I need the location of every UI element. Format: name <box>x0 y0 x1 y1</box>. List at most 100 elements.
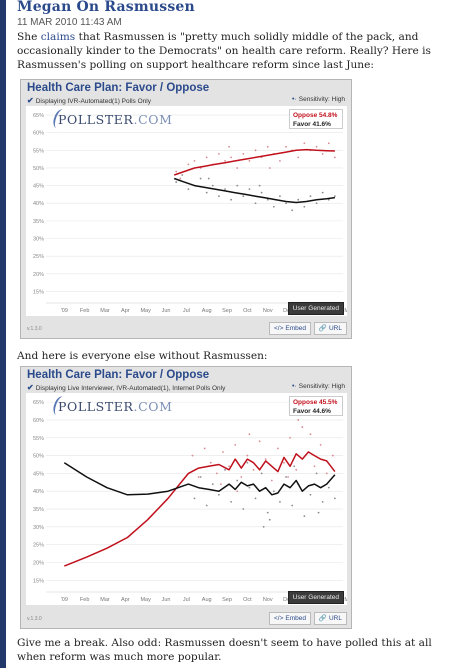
oppose-poll-point <box>230 156 233 159</box>
x-tick-label: May <box>140 308 151 314</box>
version-label: v.1.3.0 <box>27 616 42 622</box>
legend-favor: Favor 44.6% <box>293 408 331 415</box>
oppose-poll-point <box>268 167 271 169</box>
favor-poll-point <box>333 497 336 500</box>
oppose-poll-point <box>297 156 300 159</box>
x-tick-label: Sep <box>222 308 232 314</box>
chart-others: 65% 60% 55% 50% 45% 40% 35% 30% 25% 20% 15% '09 Feb M… <box>26 393 347 605</box>
sensitivity-control[interactable]: •· Sensitivity: High <box>292 96 345 103</box>
oppose-poll-point <box>313 465 316 468</box>
check-icon: ✔ <box>27 96 34 105</box>
user-generated-button[interactable]: User Generated <box>287 302 344 315</box>
y-tick-label: 60% <box>33 131 44 137</box>
pollster-widget-others: Health Care Plan: Favor / Oppose ✔ Displa… <box>20 366 352 629</box>
claims-link[interactable]: claims <box>40 31 76 43</box>
x-tick-label: Oct <box>243 308 252 314</box>
favor-poll-point <box>321 501 324 503</box>
oppose-poll-point <box>297 419 300 421</box>
favor-poll-point <box>303 205 306 208</box>
post-date: 11 MAR 2010 11:43 AM <box>17 17 122 28</box>
post-title[interactable]: Megan On Rasmussen <box>17 0 195 15</box>
oppose-poll-point <box>203 447 206 450</box>
favor-poll-point <box>218 195 220 198</box>
x-tick-label: Mar <box>344 597 347 603</box>
favor-poll-point <box>205 191 208 194</box>
sensitivity-control[interactable]: •· Sensitivity: High <box>292 383 345 390</box>
oppose-poll-point <box>228 145 230 148</box>
favor-poll-point <box>279 501 281 503</box>
y-tick-label: 25% <box>33 543 44 549</box>
paragraph-intro: She claims that Rasmussen is "pretty muc… <box>17 30 457 72</box>
favor-poll-point <box>193 497 196 500</box>
favor-poll-point <box>297 198 300 201</box>
oppose-poll-point <box>285 145 287 148</box>
y-tick-label: 25% <box>33 254 44 260</box>
favor-poll-point <box>242 508 245 510</box>
widget-subtitle-text: Displaying IVR-Automated(1) Polls Only <box>35 98 151 105</box>
x-tick-label: Jun <box>162 308 171 314</box>
favor-poll-point <box>248 188 251 191</box>
url-button[interactable]: 🔗 URL <box>313 612 347 625</box>
oppose-poll-point <box>325 472 328 475</box>
y-tick-label: 30% <box>33 525 44 531</box>
y-tick-label: 40% <box>33 201 44 207</box>
oppose-poll-point <box>315 145 318 148</box>
oppose-poll-point <box>254 149 257 152</box>
x-tick-label: Oct <box>243 597 252 603</box>
embed-button[interactable]: </> Embed <box>268 612 311 625</box>
x-tick-label: Jul <box>183 597 190 603</box>
legend-oppose: Oppose 45.5% <box>293 399 338 406</box>
widget-title[interactable]: Health Care Plan: Favor / Oppose <box>27 369 210 381</box>
code-icon: </> <box>273 325 284 332</box>
favor-poll-point <box>205 504 208 507</box>
user-generated-button[interactable]: User Generated <box>287 591 344 604</box>
oppose-poll-point <box>197 476 200 478</box>
favor-poll-point <box>254 202 257 205</box>
oppose-poll-point <box>258 440 261 443</box>
paragraph-middle: And here is everyone else without Rasmus… <box>17 350 268 362</box>
favor-poll-point <box>315 202 318 205</box>
sensitivity-icon: •· <box>291 383 297 390</box>
y-tick-label: 40% <box>33 489 44 495</box>
chart-background <box>26 393 347 605</box>
sidebar-bar <box>0 0 6 668</box>
favor-trend-line <box>63 462 336 496</box>
oppose-poll-point <box>228 465 230 468</box>
oppose-poll-point <box>193 160 196 162</box>
chart-legend: Oppose 45.5% Favor 44.6% <box>289 396 343 416</box>
logo-text: POLLSTER <box>58 399 134 414</box>
favor-poll-point <box>230 501 233 503</box>
favor-poll-point <box>309 493 312 496</box>
logo-text: POLLSTER <box>58 112 134 127</box>
oppose-poll-point <box>279 160 281 162</box>
oppose-poll-point <box>246 454 249 457</box>
y-tick-label: 65% <box>33 400 44 406</box>
favor-poll-point <box>293 465 296 468</box>
embed-button[interactable]: </> Embed <box>268 322 311 335</box>
check-icon: ✔ <box>27 383 34 392</box>
y-tick-label: 30% <box>33 237 44 243</box>
embed-label: Embed <box>285 615 306 622</box>
favor-poll-point <box>309 195 312 198</box>
favor-poll-point <box>333 195 336 198</box>
widget-title[interactable]: Health Care Plan: Favor / Oppose <box>27 82 210 94</box>
sensitivity-text: Sensitivity: High <box>298 96 345 103</box>
code-icon: </> <box>273 615 284 622</box>
x-tick-label: '09 <box>61 308 68 314</box>
url-button[interactable]: 🔗 URL <box>313 322 347 335</box>
oppose-trend-line <box>64 451 336 567</box>
pollster-logo: POLLSTER.COM <box>50 394 173 418</box>
oppose-poll-point <box>248 160 251 162</box>
y-tick-label: 45% <box>33 471 44 477</box>
y-tick-label: 60% <box>33 418 44 424</box>
favor-poll-point <box>291 504 294 507</box>
oppose-poll-point <box>205 156 208 159</box>
logo-suffix: .COM <box>133 399 173 414</box>
x-tick-label: Nov <box>263 308 273 314</box>
chart-background <box>26 106 347 316</box>
favor-poll-point <box>230 198 233 201</box>
url-label: URL <box>328 325 342 332</box>
pollster-logo: POLLSTER.COM <box>50 107 173 131</box>
favor-poll-point <box>236 184 239 187</box>
favor-trend-line <box>173 177 335 204</box>
